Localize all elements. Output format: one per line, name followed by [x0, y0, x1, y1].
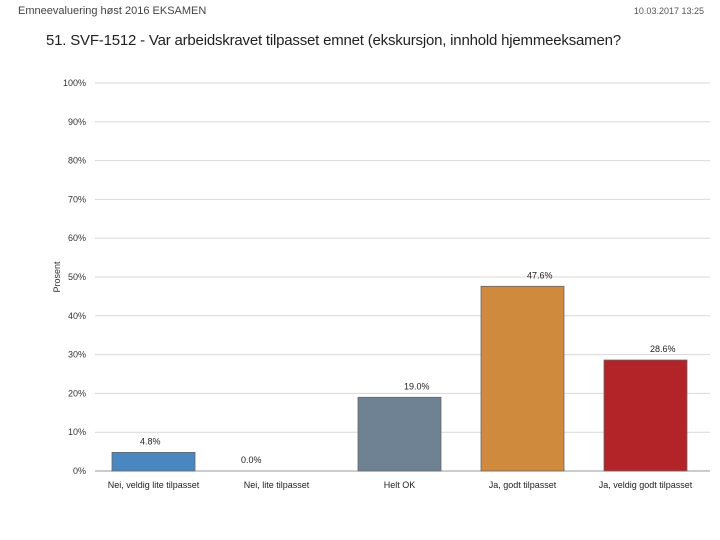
y-tick-label: 0% [73, 466, 86, 476]
y-tick-label: 60% [68, 233, 86, 243]
data-label: 19.0% [404, 381, 430, 391]
y-tick-label: 100% [63, 78, 86, 88]
y-tick-label: 50% [68, 272, 86, 282]
data-labels: 4.8% 0.0% 19.0% 47.6% 28.6% [140, 270, 676, 465]
category-label: Helt OK [384, 480, 416, 490]
y-tick-label: 90% [68, 117, 86, 127]
bars [111, 285, 688, 472]
y-tick-label: 40% [68, 311, 86, 321]
category-label: Ja, veldig godt tilpasset [599, 480, 693, 490]
y-tick-label: 10% [68, 427, 86, 437]
bar [357, 396, 442, 472]
bar [480, 285, 565, 472]
bar [111, 451, 196, 472]
y-axis-label: Prosent [52, 261, 62, 293]
y-tick-label: 30% [68, 350, 86, 360]
report-timestamp: 10.03.2017 13:25 [633, 6, 704, 16]
y-tick-label: 20% [68, 388, 86, 398]
category-label: Nei, veldig lite tilpasset [108, 480, 200, 490]
data-label: 28.6% [650, 344, 676, 354]
x-axis-categories: Nei, veldig lite tilpasset Nei, lite tilp… [108, 480, 693, 490]
category-label: Ja, godt tilpasset [489, 480, 557, 490]
chart-title: 51. SVF-1512 - Var arbeidskravet tilpass… [46, 32, 621, 49]
category-label: Nei, lite tilpasset [244, 480, 310, 490]
y-axis-ticks: 0% 10% 20% 30% 40% 50% 60% 70% 80% 90% 100% [63, 78, 86, 476]
data-label: 47.6% [527, 270, 553, 280]
bar [603, 359, 688, 472]
y-tick-label: 80% [68, 156, 86, 166]
y-tick-label: 70% [68, 194, 86, 204]
data-label: 0.0% [241, 455, 262, 465]
report-title: Emneevaluering høst 2016 EKSAMEN [18, 5, 207, 17]
data-label: 4.8% [140, 436, 161, 446]
